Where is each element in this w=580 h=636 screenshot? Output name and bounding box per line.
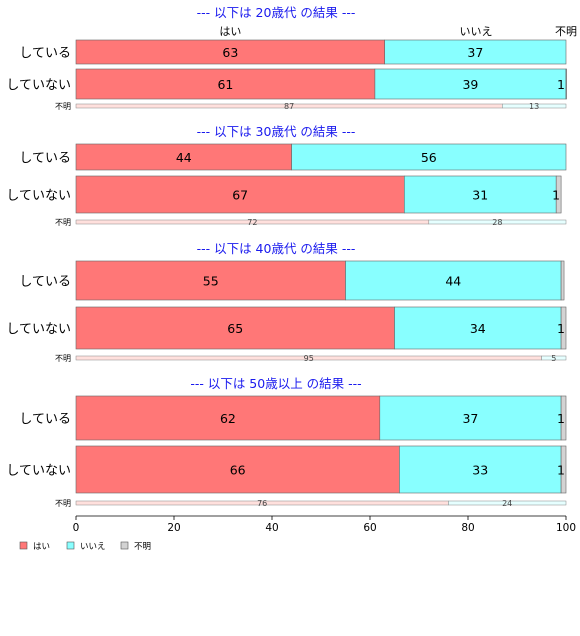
panel-title: --- 以下は 30歳代 の結果 --- (197, 124, 356, 139)
data-label: 1 (557, 411, 565, 426)
row-label: している (19, 412, 71, 427)
panel-title: --- 以下は 50歳以上 の結果 --- (190, 376, 361, 391)
bar-segment (565, 68, 567, 100)
bar-segment (75, 143, 292, 171)
data-label: 37 (467, 45, 483, 60)
row-label: している (19, 46, 71, 61)
data-label: 1 (557, 321, 565, 336)
data-label: 31 (472, 188, 488, 203)
data-label: 1 (552, 188, 560, 203)
unknown-bar-segment (428, 219, 567, 225)
bar-segment (384, 39, 567, 65)
unknown-row-label: 不明 (55, 499, 71, 508)
header-label-no: いいえ (460, 25, 493, 38)
data-label: 1 (557, 77, 565, 92)
row-label: していない (6, 189, 71, 204)
bar-segment (394, 306, 562, 350)
legend-swatch (19, 541, 28, 550)
data-label: 62 (220, 411, 236, 426)
data-label: 33 (472, 463, 488, 478)
row-label: していない (6, 322, 71, 337)
unknown-row-label: 不明 (55, 102, 71, 111)
legend-label: 不明 (134, 542, 151, 552)
unknown-data-label: 24 (502, 499, 512, 508)
unknown-data-label: 13 (529, 102, 539, 111)
legend-label: いいえ (80, 542, 106, 552)
data-label: 34 (470, 321, 486, 336)
unknown-data-label: 5 (551, 354, 556, 363)
unknown-row-label: 不明 (55, 354, 71, 363)
row-label: していない (6, 464, 71, 479)
bar-segment (75, 260, 346, 301)
bar-segment (345, 260, 562, 301)
x-tick-label: 40 (265, 522, 278, 534)
row-label: している (19, 275, 71, 290)
unknown-data-label: 28 (492, 218, 502, 227)
unknown-data-label: 95 (304, 354, 314, 363)
bar-segment (374, 68, 567, 100)
header-label-unknown: 不明 (555, 25, 577, 38)
bar-segment (560, 445, 567, 494)
data-label: 65 (227, 321, 243, 336)
unknown-data-label: 87 (284, 102, 294, 111)
unknown-data-label: 72 (247, 218, 257, 227)
data-label: 44 (176, 150, 192, 165)
data-label: 1 (557, 463, 565, 478)
data-label: 67 (232, 188, 248, 203)
bar-segment (560, 306, 567, 350)
bar-segment (75, 306, 395, 350)
x-tick-label: 20 (167, 522, 180, 534)
data-label: 39 (462, 77, 478, 92)
x-tick-label: 0 (73, 522, 80, 534)
legend-swatch (120, 541, 129, 550)
row-label: していない (6, 78, 71, 93)
bar-segment (555, 175, 562, 214)
bar-segment (75, 445, 400, 494)
bar-segment (560, 260, 565, 301)
legend-swatch (66, 541, 75, 550)
legend-label: はい (33, 542, 50, 552)
unknown-bar-segment (502, 103, 567, 109)
panel-title: --- 以下は 20歳代 の結果 --- (197, 5, 356, 20)
bar-segment (403, 175, 557, 214)
bar-segment (75, 68, 376, 100)
unknown-bar-segment (541, 355, 567, 361)
bar-segment (75, 175, 405, 214)
data-label: 66 (230, 463, 246, 478)
bar-segment (291, 143, 567, 171)
x-tick-label: 60 (363, 522, 376, 534)
bar-segment (560, 395, 567, 441)
bar-segment (379, 395, 562, 441)
unknown-data-label: 76 (257, 499, 267, 508)
data-label: 37 (462, 411, 478, 426)
header-label-yes: はい (219, 25, 241, 38)
data-label: 44 (445, 274, 461, 289)
row-label: している (19, 151, 71, 166)
x-tick-label: 80 (461, 522, 474, 534)
bar-segment (75, 395, 381, 441)
unknown-bar-segment (448, 500, 567, 506)
unknown-row-label: 不明 (55, 218, 71, 227)
x-tick-label: 100 (556, 522, 576, 534)
data-label: 56 (421, 150, 437, 165)
panel-title: --- 以下は 40歳代 の結果 --- (197, 241, 356, 256)
data-label: 55 (203, 274, 219, 289)
bar-segment (75, 39, 386, 65)
data-label: 61 (217, 77, 233, 92)
data-label: 63 (222, 45, 238, 60)
